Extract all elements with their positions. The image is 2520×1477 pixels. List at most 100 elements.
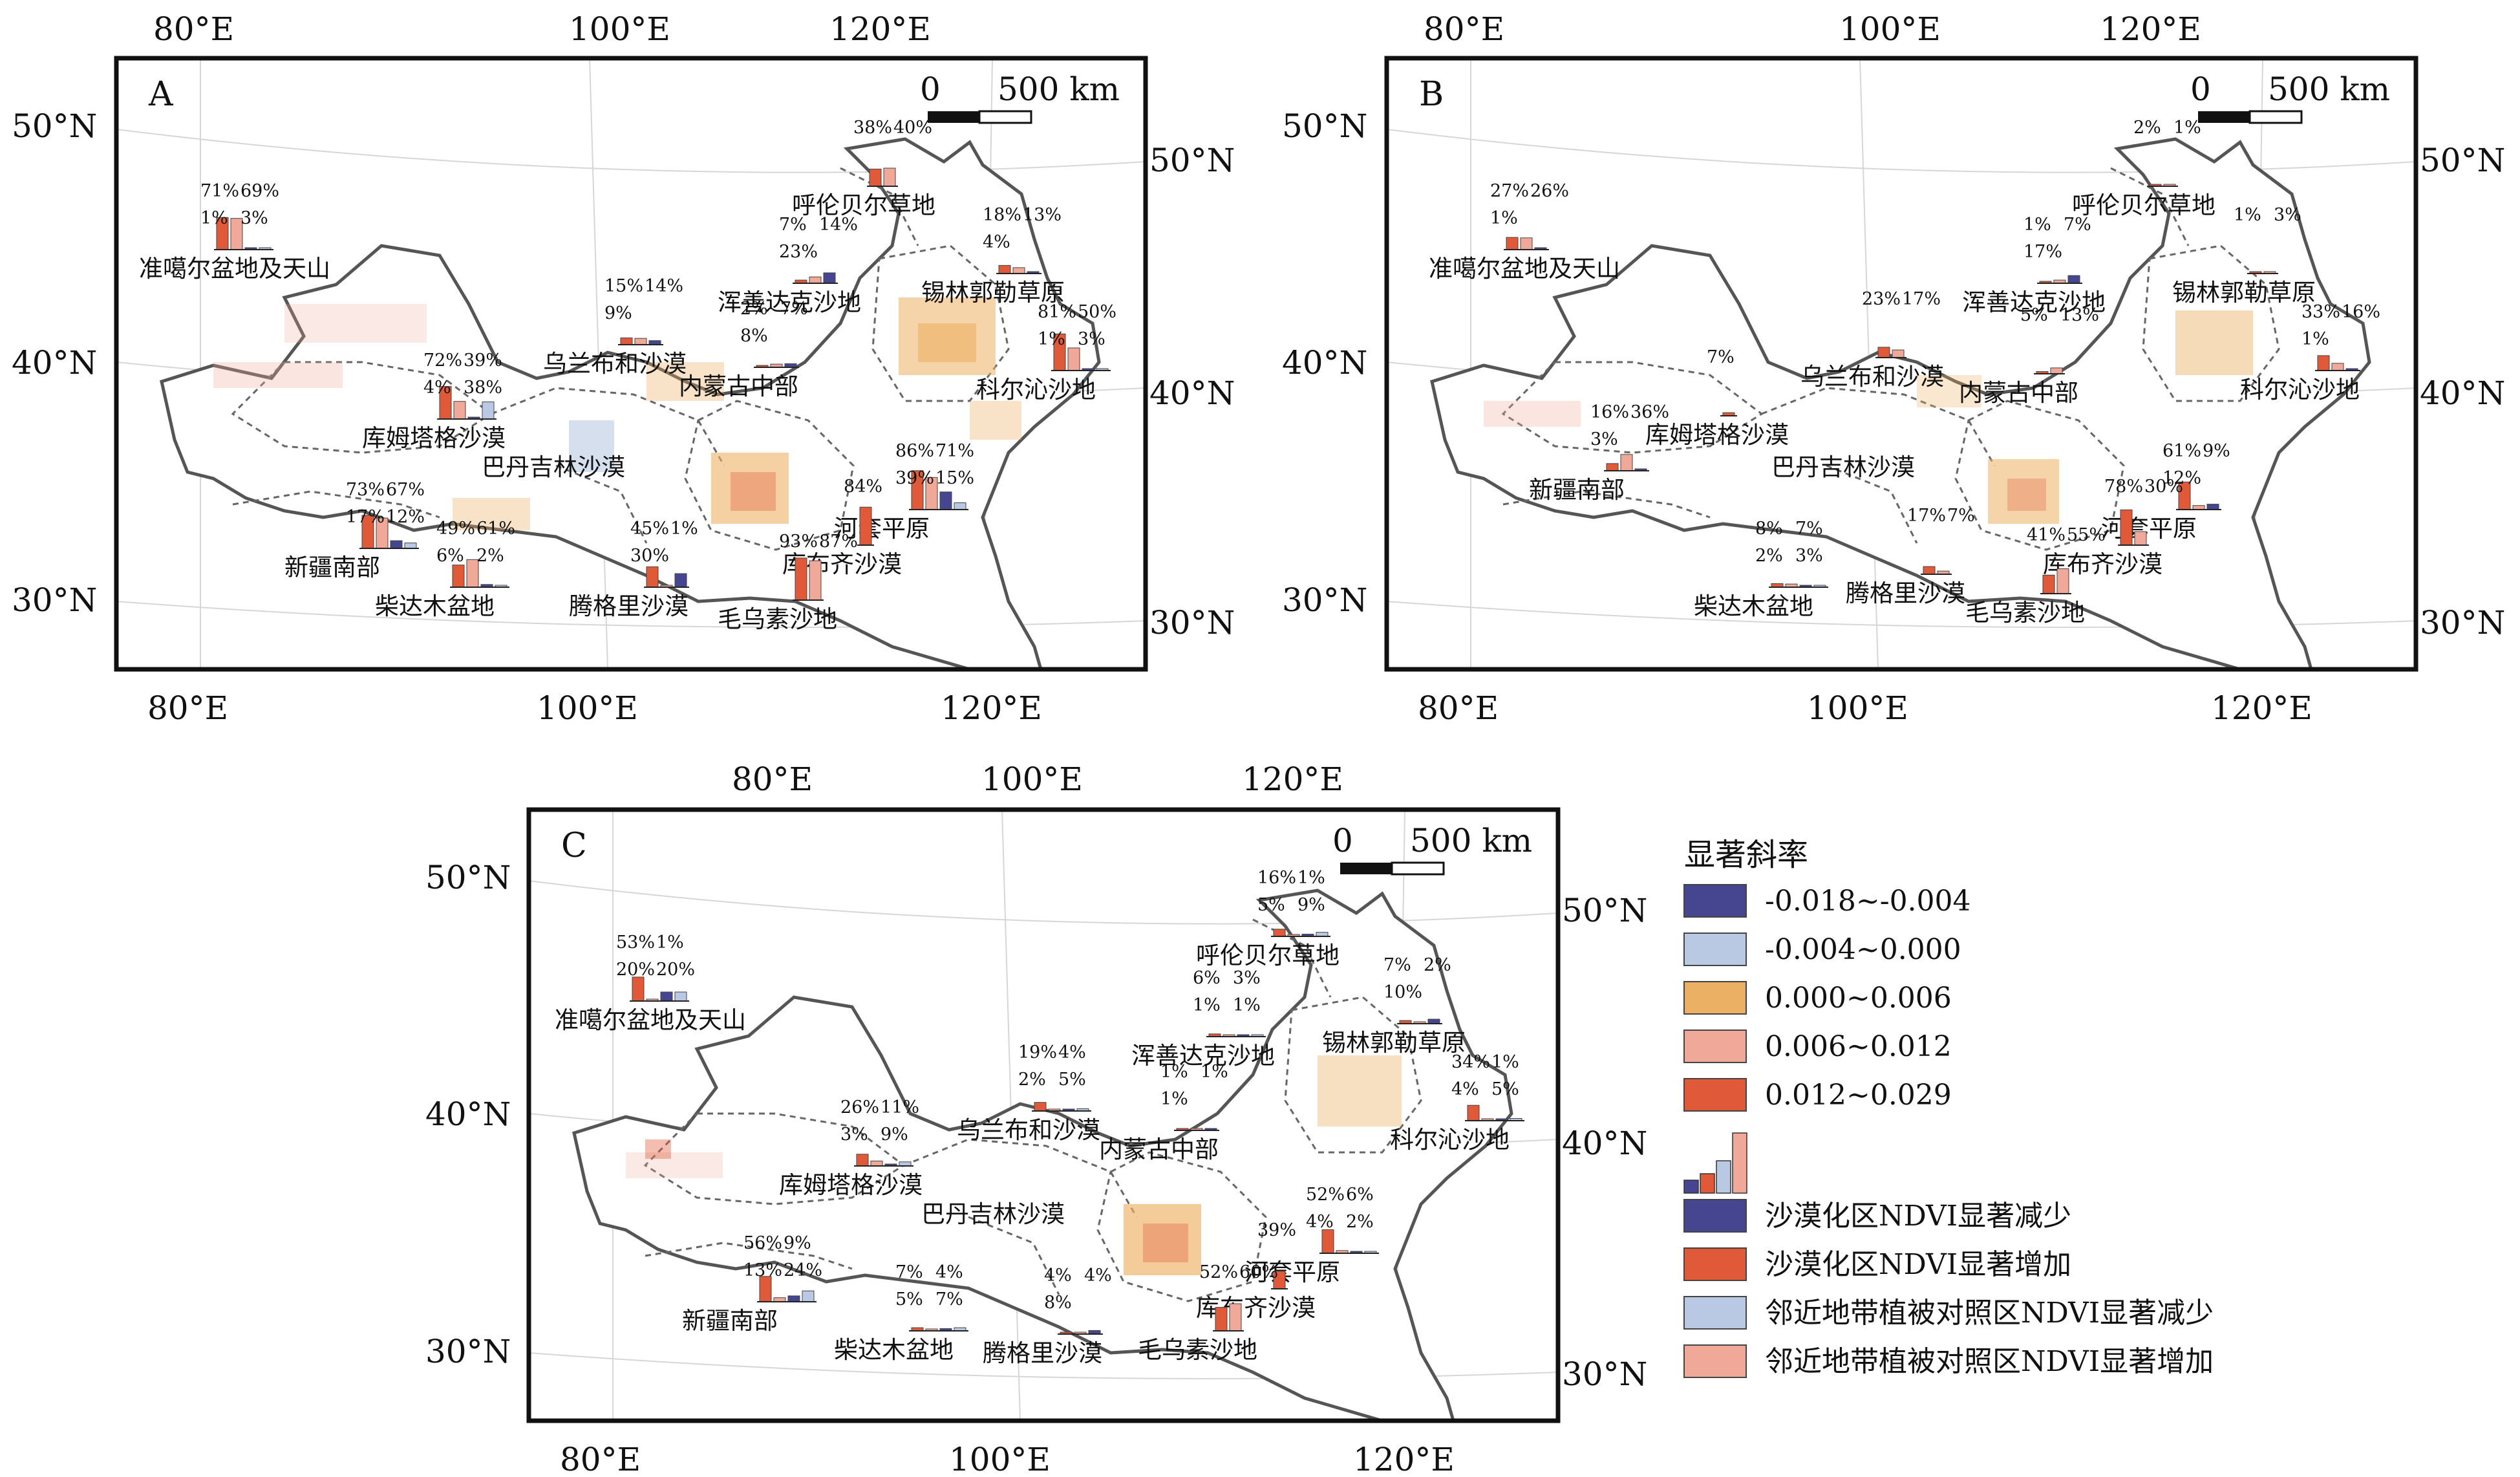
region-percent: 14% <box>645 276 683 296</box>
panel-letter: A <box>148 75 174 114</box>
region-percent: 30% <box>630 546 669 566</box>
region-name: 巴丹吉林沙漠 <box>921 1200 1065 1228</box>
region-percent: 17% <box>1902 289 1941 309</box>
lat-tick-right: 50°N <box>1149 142 1235 179</box>
region-bar <box>1606 463 1619 471</box>
region-name: 柴达木盆地 <box>375 592 495 620</box>
region-percent: 38% <box>853 118 892 138</box>
region-percent: 30% <box>2144 477 2183 497</box>
region-bar <box>2067 275 2080 284</box>
region-percent: 5% <box>2020 305 2048 325</box>
region-percent: 7% <box>1947 506 1975 526</box>
scale-zero: 0 <box>1332 822 1353 859</box>
region-bar <box>620 338 633 345</box>
region-label-group: 锡林郭勒草原 7% 2%10% <box>1322 955 1466 1057</box>
region-percent: 6% <box>436 546 464 566</box>
region-label-group: 乌兰布和沙漠 15% 14% 9% <box>543 276 687 378</box>
region-label-group: 科尔沁沙地 33% 16% 1% <box>2240 302 2380 404</box>
region-percent: 5% <box>895 1289 923 1310</box>
region-label-group: 呼伦贝尔草地 38% 40% <box>792 118 935 219</box>
region-percent: 7% <box>1383 955 1411 975</box>
lat-tick-right: 30°N <box>1562 1355 1647 1393</box>
legend-swatch <box>1683 1296 1747 1330</box>
lat-tick-right: 30°N <box>1149 604 1235 641</box>
region-label-group: 科尔沁沙地 81% 50% 1% 3% <box>976 302 1116 404</box>
region-percent: 39% <box>895 468 934 488</box>
region-percent: 1% <box>1193 995 1221 1015</box>
region-percent: 61% <box>2162 441 2201 461</box>
region-percent: 8% <box>740 326 768 346</box>
lon-tick-top: 100°E <box>981 760 1083 798</box>
region-name: 浑善达克沙地 <box>718 288 861 316</box>
region-percent: 84% <box>844 477 882 497</box>
region-percent: 9% <box>1297 895 1325 915</box>
region-percent: 12% <box>2162 468 2201 488</box>
region-percent: 4% <box>1084 1266 1112 1286</box>
region-name: 呼伦贝尔草地 <box>1196 942 1340 969</box>
region-percent: 9% <box>784 1233 811 1253</box>
region-percent: 61% <box>476 519 515 539</box>
region-bar <box>2056 568 2069 594</box>
legend-label: 0.006~0.012 <box>1765 1030 1952 1063</box>
region-percent: 45% <box>630 519 669 539</box>
panel-letter: C <box>561 826 587 865</box>
scale-bar: 0 500 km <box>2190 70 2390 124</box>
region-labels: 准噶尔盆地及天山 27% 26% 1% 呼伦贝尔草地 2% 1% 锡林郭勒草原 1% 3% 浑善达克… <box>1429 118 2380 627</box>
panel-letter: B <box>1419 75 1444 114</box>
legend-swatch <box>1683 884 1747 918</box>
region-name: 锡林郭勒草原 <box>2172 279 2316 307</box>
region-percent: 7% <box>779 215 807 235</box>
lon-tick-bottom: 80°E <box>560 1441 641 1477</box>
region-percent: 2% <box>740 299 768 319</box>
region-label-group: 巴丹吉林沙漠 <box>1771 453 1915 481</box>
country-outline <box>160 137 1101 669</box>
region-name: 内蒙古中部 <box>1099 1136 1219 1163</box>
region-bar <box>404 543 417 549</box>
region-percent: 7% <box>1707 347 1735 367</box>
region-percent: 20% <box>616 960 655 980</box>
region-percent: 15% <box>935 468 974 488</box>
region-percent: 10% <box>1383 982 1422 1002</box>
legend-label: 邻近地带植被对照区NDVI显著减少 <box>1765 1297 2214 1330</box>
legend-label: 沙漠化区NDVI显著减少 <box>1765 1200 2071 1233</box>
region-bar <box>390 540 403 549</box>
region-bar <box>1273 929 1286 937</box>
region-bar <box>646 566 659 588</box>
region-percent: 3% <box>840 1125 868 1145</box>
region-bar <box>809 276 822 284</box>
region-percent: 39% <box>1257 1220 1296 1240</box>
region-label-group: 新疆南部 56% 9%13% 24% <box>682 1233 822 1335</box>
region-percent: 87% <box>819 532 858 552</box>
region-percent: 2% <box>1346 1212 1374 1232</box>
region-percent: 4% <box>983 232 1010 252</box>
region-percent: 3% <box>1795 546 1823 566</box>
lon-tick-top: 80°E <box>1424 10 1504 48</box>
region-percent: 4% <box>1451 1079 1479 1099</box>
region-percent: 23% <box>1862 289 1901 309</box>
region-bar <box>1215 1307 1228 1331</box>
region-percent: 18% <box>983 205 1021 225</box>
region-name: 新疆南部 <box>1529 476 1625 504</box>
region-percent: 34% <box>1451 1052 1490 1072</box>
region-percent: 1% <box>1491 1052 1519 1072</box>
lon-tick-top: 120°E <box>2100 10 2201 48</box>
legend-title: 显著斜率 <box>1684 837 1808 873</box>
region-name: 科尔沁沙地 <box>2240 376 2360 404</box>
region-bar <box>2042 574 2055 594</box>
lon-tick-bottom: 120°E <box>2211 689 2312 727</box>
region-label-group: 浑善达克沙地 1% 7%17% <box>1962 215 2106 316</box>
lat-tick-left: 40°N <box>1282 344 1367 382</box>
region-percent: 39% <box>464 350 502 371</box>
region-name: 毛乌素沙地 <box>1965 599 2085 627</box>
region-percent: 7% <box>895 1262 923 1282</box>
region-percent: 3% <box>2274 205 2301 225</box>
region-name: 乌兰布和沙漠 <box>543 350 687 378</box>
region-percent: 1% <box>1490 208 1518 228</box>
lon-tick-bottom: 80°E <box>1418 689 1499 727</box>
ndvi-trend-pixels <box>626 1055 1402 1275</box>
legend-swatch <box>1683 1030 1747 1063</box>
region-percent: 52% <box>1199 1262 1238 1282</box>
lon-tick-top: 100°E <box>569 10 670 48</box>
legend-label: 沙漠化区NDVI显著增加 <box>1765 1248 2071 1281</box>
